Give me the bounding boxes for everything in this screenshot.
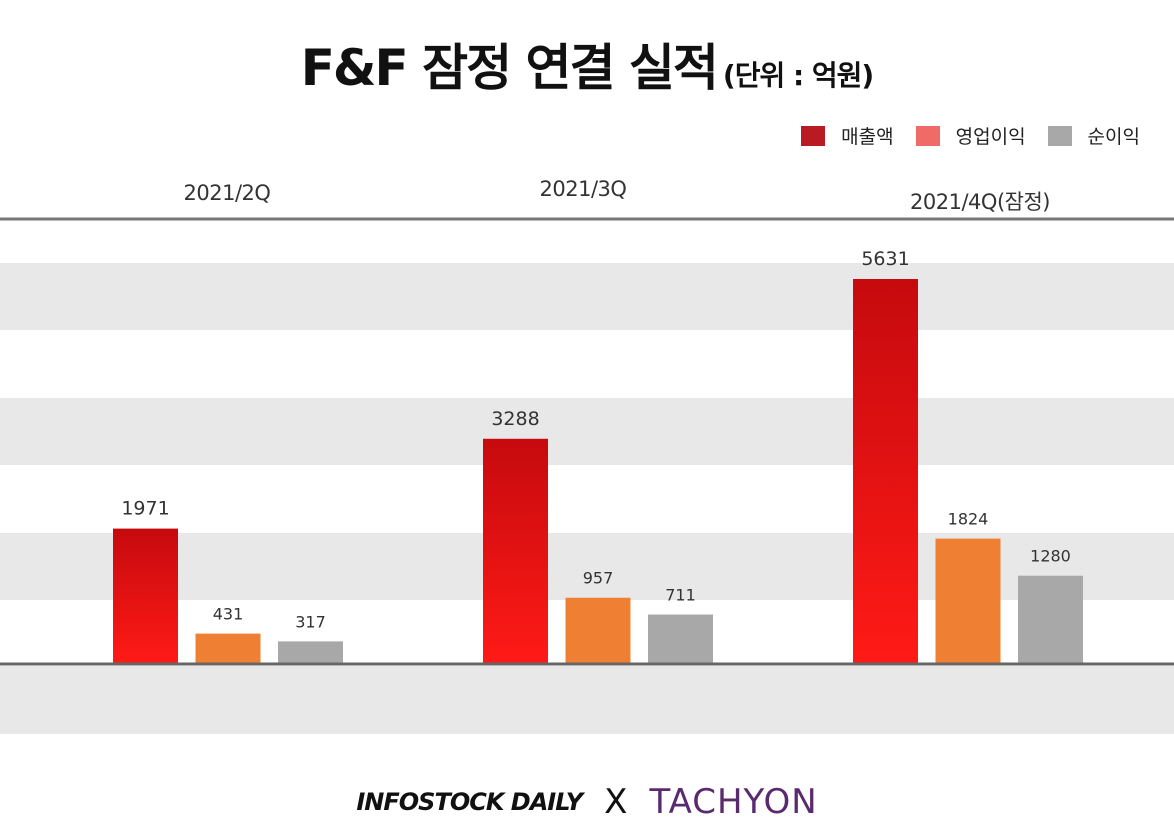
data-label-net-income-3q: 711 [665, 586, 696, 605]
data-label-net-income-2q: 317 [295, 612, 326, 631]
data-label-revenue-3q: 3288 [491, 408, 539, 430]
chart-title: F&F 잠정 연결 실적 [300, 39, 719, 97]
data-label-revenue-2q: 1971 [121, 498, 169, 520]
chart-title-block: F&F 잠정 연결 실적 (단위 : 억원) [0, 28, 1174, 100]
legend-swatch-revenue [801, 125, 826, 146]
footer: INFOSTOCK DAILY X TACHYON [0, 782, 1174, 822]
category-label-4q: 2021/4Q(잠정) [910, 190, 1050, 214]
bar-operating-profit-2q [195, 633, 261, 663]
infostock-logo: INFOSTOCK DAILY [356, 788, 583, 816]
legend-swatch-net-income [1047, 125, 1072, 146]
bar-operating-profit-3q [565, 597, 631, 663]
category-label-3q: 2021/3Q [539, 177, 627, 201]
bars-layer: 1971 3288 5631 431 957 1824 317 711 1280 [113, 248, 1083, 663]
bar-revenue-3q [483, 438, 548, 663]
bar-operating-profit-4q [935, 538, 1001, 663]
legend-label-operating-profit: 영업이익 [955, 126, 1026, 148]
bar-revenue-2q [113, 528, 178, 663]
bar-revenue-4q [853, 279, 918, 663]
data-label-net-income-4q: 1280 [1030, 547, 1071, 566]
legend: 매출액 영업이익 순이익 [779, 122, 1140, 149]
legend-label-revenue: 매출액 [841, 126, 894, 148]
legend-item-revenue: 매출액 [801, 122, 894, 149]
category-label-2q: 2021/2Q [183, 181, 271, 205]
legend-item-net-income: 순이익 [1047, 122, 1140, 149]
data-label-operating-profit-3q: 957 [583, 569, 614, 588]
bar-net-income-3q [648, 614, 713, 663]
legend-label-net-income: 순이익 [1087, 126, 1140, 148]
grid-band [0, 666, 1174, 734]
legend-item-operating-profit: 영업이익 [915, 122, 1026, 149]
unit-label: (단위 : 억원) [722, 59, 874, 92]
data-label-revenue-4q: 5631 [861, 248, 909, 270]
grid-band [0, 263, 1174, 330]
footer-separator: X [604, 782, 628, 822]
tachyon-logo: TACHYON [649, 782, 818, 822]
data-label-operating-profit-4q: 1824 [948, 510, 989, 529]
bar-net-income-2q [278, 641, 343, 663]
grid-band [0, 398, 1174, 465]
legend-swatch-operating-profit [915, 125, 940, 146]
bar-net-income-4q [1018, 575, 1083, 663]
data-label-operating-profit-2q: 431 [213, 605, 244, 624]
